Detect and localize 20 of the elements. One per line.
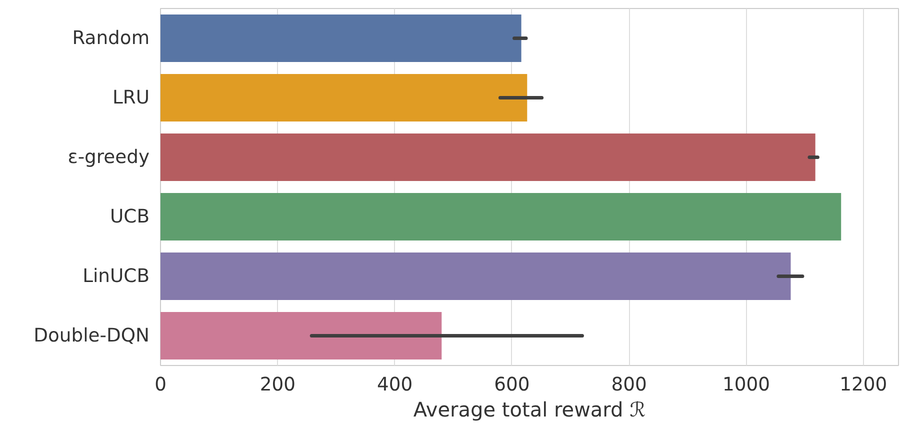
x-tick-label: 400 xyxy=(376,374,413,396)
x-tick-label: 600 xyxy=(494,374,530,396)
bar xyxy=(160,312,442,360)
bar xyxy=(160,252,791,300)
x-tick-label: 1000 xyxy=(722,374,770,396)
y-tick-label: ε-greedy xyxy=(68,146,150,168)
y-tick-label: LRU xyxy=(112,87,150,108)
y-tick-label: LinUCB xyxy=(82,266,150,287)
x-axis-title: Average total reward ℛ xyxy=(413,398,646,422)
x-tick-label: 200 xyxy=(260,374,296,396)
bar xyxy=(160,74,528,122)
x-tick-label: 0 xyxy=(154,374,166,396)
x-tick-label: 1200 xyxy=(840,374,888,396)
bar xyxy=(160,192,842,241)
y-tick-label: Double-DQN xyxy=(34,325,150,346)
y-tick-label: Random xyxy=(72,28,150,49)
y-tick-label: UCB xyxy=(110,206,150,228)
bar xyxy=(160,133,816,182)
x-tick-label: 800 xyxy=(611,374,647,396)
bar xyxy=(160,14,522,62)
